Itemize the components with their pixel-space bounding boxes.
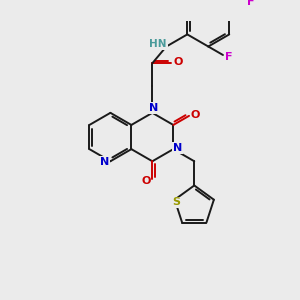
Text: O: O	[191, 110, 200, 120]
Text: O: O	[173, 57, 183, 67]
Text: N: N	[100, 157, 110, 167]
Text: N: N	[173, 143, 183, 153]
Text: F: F	[247, 0, 254, 7]
Text: S: S	[172, 197, 181, 208]
Text: HN: HN	[149, 39, 167, 49]
Text: N: N	[148, 103, 158, 113]
Text: F: F	[225, 52, 232, 62]
Text: O: O	[141, 176, 151, 186]
